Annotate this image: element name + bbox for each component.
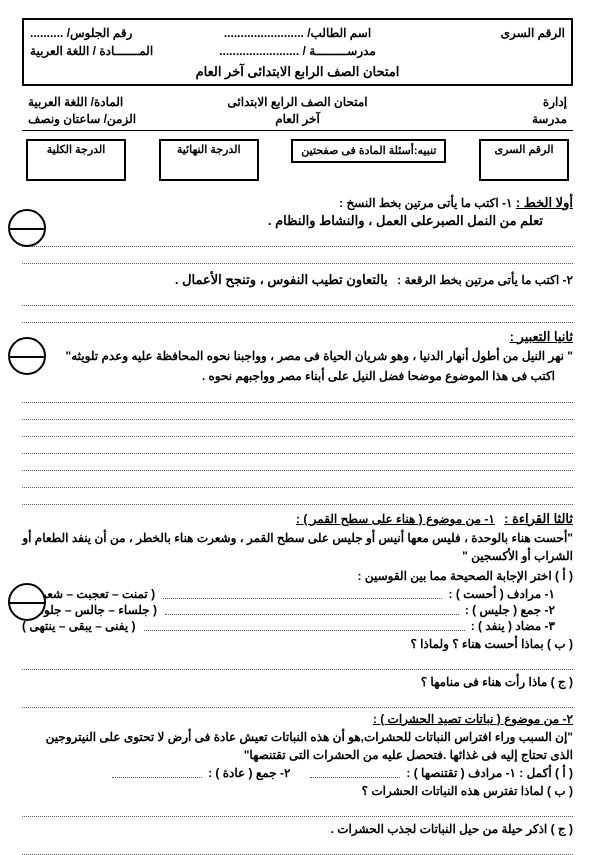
writing-line bbox=[22, 250, 573, 264]
writing-line bbox=[22, 233, 573, 247]
writing-line bbox=[22, 309, 573, 323]
exam-title-1: امتحان الصف الرابع الابتدائى bbox=[208, 94, 388, 111]
q3-sub1-c: ( ج ) ماذا رأت هناء فى منامها ؟ bbox=[22, 673, 573, 691]
header-col-right: الرقم السرى bbox=[387, 24, 565, 60]
q3-sub1-b: ( ب ) بماذا أحست هناء ؟ ولماذا ؟ bbox=[22, 635, 573, 653]
q3-sub2-b: ( ب ) لماذا تفترس هذه النباتات الحشرات ؟ bbox=[22, 782, 573, 800]
grade-circle-icon bbox=[8, 583, 46, 621]
admin-label: إدارة bbox=[387, 94, 567, 111]
q1-title: أولا الخط : bbox=[516, 195, 573, 210]
secret-box: الرقم السرى bbox=[479, 139, 569, 181]
writing-line bbox=[22, 656, 573, 670]
q1-lines-2 bbox=[22, 292, 573, 323]
q1-part2-wrap: ٢- اكتب ما يأتى مرتين بخط الرقعة : بالتع… bbox=[22, 272, 573, 288]
writing-line bbox=[22, 841, 573, 855]
q3-a2-label: ٢- جمع ( جليس ) : bbox=[465, 603, 555, 617]
q1-part2-intro: ٢- اكتب ما يأتى مرتين بخط الرقعة : bbox=[397, 273, 573, 287]
time-label: الزمن/ ساعتان ونصف bbox=[28, 111, 208, 128]
q3-a3-options: ( يفنى – يبقى – ينتهى ) bbox=[22, 619, 136, 633]
boxes-row: الرقم السرى تنبيه:أسئلة المادة فى صفحتين… bbox=[22, 131, 573, 189]
q2-instruction: اكتب فى هذا الموضوع موضحا فضل النيل على … bbox=[22, 367, 573, 385]
q2-lines bbox=[22, 389, 573, 505]
answer-line bbox=[163, 587, 442, 599]
q3-sub1-passage: "أحست هناء بالوحدة ، فليس معها أنيس أو ج… bbox=[22, 529, 573, 565]
q3-sub2-passage: "إن السبب وراء افتراس النباتات للحشرات,ه… bbox=[22, 728, 573, 764]
header-col-left: رقم الجلوس/ .......... المـــــــادة / ا… bbox=[30, 24, 208, 60]
q3-a3: ٣- مضاد ( ينفد ) : ( يفنى – يبقى – ينتهى… bbox=[22, 619, 573, 633]
secret-box-label: الرقم السرى bbox=[487, 143, 561, 156]
total-grade-label: الدرجة الكلية bbox=[34, 143, 118, 156]
writing-line bbox=[22, 803, 573, 817]
q1-part1-intro: ١- اكتب ما يأتى مرتين بخط النسخ : bbox=[339, 196, 512, 210]
final-grade-label: الدرجة النهائية bbox=[167, 143, 251, 156]
answer-line bbox=[165, 603, 459, 615]
top-header-box: الرقم السرى اسم الطالب/ ................… bbox=[22, 18, 573, 86]
seat-number: رقم الجلوس/ .......... bbox=[30, 24, 208, 42]
grade-circle-icon bbox=[8, 209, 46, 247]
writing-line bbox=[22, 440, 573, 454]
school-name: مدرســـــــــة / .......................… bbox=[208, 42, 386, 60]
final-grade-box: الدرجة النهائية bbox=[159, 139, 259, 181]
mid-center: امتحان الصف الرابع الابتدائى آخر العام bbox=[208, 94, 388, 128]
q2-title: ثانيا التعبير : bbox=[510, 329, 573, 344]
q3-sub2-title: ٢- من موضوع ( نباتات تصيد الحشرات ) : bbox=[373, 712, 573, 726]
subject2: المادة/ اللغة العربية bbox=[28, 94, 208, 111]
section-q2: ثانيا التعبير : " نهر النيل من أطول أنها… bbox=[22, 329, 573, 505]
section-q1: أولا الخط : ١- اكتب ما يأتى مرتين بخط ال… bbox=[22, 195, 573, 323]
subject-label: المـــــــادة / اللغة العربية bbox=[30, 42, 208, 60]
answer-line bbox=[144, 619, 465, 631]
secret-number-label: الرقم السرى bbox=[387, 24, 565, 42]
q3-sub1-a: ( أ ) اختر الإجابة الصحيحة مما بين القوس… bbox=[22, 567, 573, 585]
q3-sub2-c: ( ج ) اذكر حيلة من حيل النباتات لجذب الح… bbox=[22, 820, 573, 838]
q3-title: ثالثا القراءة : bbox=[504, 511, 573, 526]
writing-line bbox=[22, 694, 573, 708]
writing-line bbox=[22, 491, 573, 505]
header-row: الرقم السرى اسم الطالب/ ................… bbox=[30, 24, 565, 60]
q3-a1-label: ١- مرادف ( أحست ) : bbox=[448, 587, 555, 601]
writing-line bbox=[22, 423, 573, 437]
mid-right: إدارة مدرسة bbox=[387, 94, 567, 128]
school-label2: مدرسة bbox=[387, 111, 567, 128]
q3-sub2-wrap: ٢- من موضوع ( نباتات تصيد الحشرات ) : bbox=[22, 712, 573, 726]
writing-line bbox=[22, 389, 573, 403]
mid-header: إدارة مدرسة امتحان الصف الرابع الابتدائى… bbox=[22, 92, 573, 131]
q1-lines-1 bbox=[22, 233, 573, 264]
writing-line bbox=[22, 457, 573, 471]
section-q3: ثالثا القراءة : ١- من موضوع ( هناء على س… bbox=[22, 511, 573, 855]
q1-part1-text: تعلم من النمل الصبرعلى العمل ، والنشاط و… bbox=[22, 213, 573, 229]
total-grade-box: الدرجة الكلية bbox=[26, 139, 126, 181]
q3-sub2-a: ( أ ) أكمل : ١- مرادف ( تقتنصها ) : ٢- ج… bbox=[22, 766, 573, 780]
writing-line bbox=[22, 406, 573, 420]
note-box-label: تنبيه:أسئلة المادة فى صفحتين bbox=[301, 144, 436, 157]
q3-sub1-title: ١- من موضوع ( هناء على سطح القمر ) : bbox=[296, 512, 495, 526]
q3-a3-label: ٣- مضاد ( ينفد ) : bbox=[471, 619, 555, 633]
mid-left: المادة/ اللغة العربية الزمن/ ساعتان ونصف bbox=[28, 94, 208, 128]
q3-sub2-a2-label: ٢- جمع ( عادة ) : bbox=[208, 766, 290, 780]
q3-sub2-a-label: ( أ ) أكمل : ١- مرادف ( تقتنصها ) : bbox=[406, 766, 573, 780]
writing-line bbox=[22, 292, 573, 306]
exam-title-2: آخر العام bbox=[208, 111, 388, 128]
grade-circle-icon bbox=[8, 337, 46, 375]
header-col-center: اسم الطالب/ ........................ مدر… bbox=[208, 24, 386, 60]
note-box: تنبيه:أسئلة المادة فى صفحتين bbox=[291, 139, 446, 163]
q3-a1: ١- مرادف ( أحست ) : ( تمنت – تعجبت – شعر… bbox=[22, 587, 573, 601]
student-name: اسم الطالب/ ........................ bbox=[208, 24, 386, 42]
main-title: امتحان الصف الرابع الابتدائى آخر العام bbox=[30, 64, 565, 80]
q3-a2: ٢- جمع ( جليس ) : ( جلساء – جالس – جلوس … bbox=[22, 603, 573, 617]
writing-line bbox=[22, 474, 573, 488]
answer-line bbox=[112, 766, 202, 778]
answer-line bbox=[310, 766, 400, 778]
q2-passage: " نهر النيل من أطول أنهار الدنيا ، وهو ش… bbox=[22, 347, 573, 365]
q1-part2-text: بالتعاون تطيب النفوس ، وتنجح الأعمال . bbox=[175, 272, 394, 287]
